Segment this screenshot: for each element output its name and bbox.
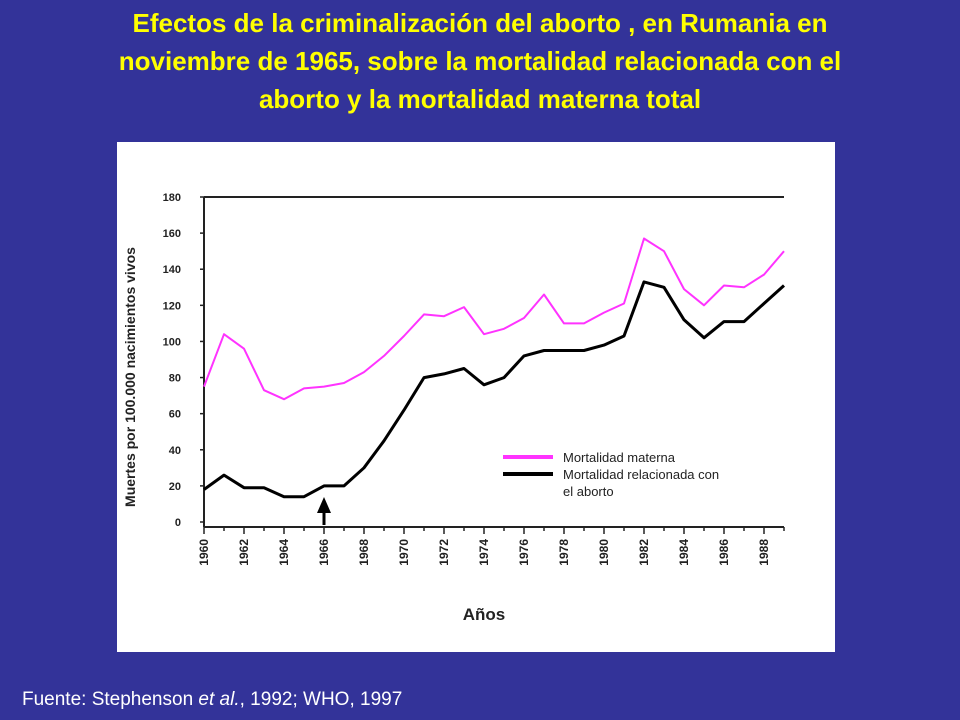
annotation-group xyxy=(317,497,331,525)
source-suffix: , 1992; WHO, 1997 xyxy=(239,689,403,710)
x-tick-label-1986: 1986 xyxy=(717,539,731,566)
legend-label-abortion-line1: Mortalidad relacionada con xyxy=(563,467,719,482)
y-tick-label-80: 80 xyxy=(169,373,181,385)
x-tick-label-1968: 1968 xyxy=(357,539,371,566)
legend: Mortalidad materna Mortalidad relacionada… xyxy=(503,450,719,499)
x-tick-label-1976: 1976 xyxy=(517,539,531,566)
title-line-3: aborto y la mortalidad materna total xyxy=(258,84,702,114)
chart-axes xyxy=(203,196,784,528)
abortion-mortality-line xyxy=(203,280,786,499)
y-tick-label-180: 180 xyxy=(163,192,181,204)
y-tick-label-160: 160 xyxy=(163,228,181,240)
maternal-mortality-line xyxy=(203,237,785,401)
source-citation: Fuente: Stephenson et al., 1992; WHO, 19… xyxy=(22,689,402,711)
x-tick-label-1962: 1962 xyxy=(237,539,251,566)
x-tick-group: 1960 1962 1964 1966 1968 1970 1972 1974 1976 1978… xyxy=(197,527,785,566)
x-tick-label-1972: 1972 xyxy=(437,539,451,566)
x-tick-label-1982: 1982 xyxy=(637,539,651,566)
y-tick-label-60: 60 xyxy=(169,409,181,421)
x-tick-label-1974: 1974 xyxy=(477,539,491,566)
x-tick-label-1988: 1988 xyxy=(757,539,771,566)
x-axis-label: Años xyxy=(463,605,506,624)
y-tick-label-0: 0 xyxy=(175,517,181,529)
x-tick-label-1980: 1980 xyxy=(597,539,611,566)
y-tick-group: 0 20 40 60 80 100 120 140 160 180 xyxy=(163,192,204,529)
x-tick-label-1970: 1970 xyxy=(397,539,411,566)
y-tick-label-20: 20 xyxy=(169,481,181,493)
title-line-1: Efectos de la criminalización del aborto… xyxy=(132,8,828,38)
series-group xyxy=(203,237,786,499)
x-tick-label-1978: 1978 xyxy=(557,539,571,566)
y-tick-label-100: 100 xyxy=(163,336,181,348)
title-line-2: noviembre de 1965, sobre la mortalidad r… xyxy=(118,46,842,76)
x-tick-label-1960: 1960 xyxy=(197,539,211,566)
chart-panel: 0 20 40 60 80 100 120 140 160 180 1960 1962 1964 196… xyxy=(117,142,835,652)
legend-label-abortion: Mortalidad relacionada con el aborto xyxy=(563,467,719,499)
y-tick-label-40: 40 xyxy=(169,445,181,457)
y-axis-label: Muertes por 100.000 nacimientos vivos xyxy=(122,247,138,507)
criminalization-arrow-head xyxy=(317,497,331,513)
slide-title: Efectos de la criminalización del aborto… xyxy=(20,4,940,118)
source-italic: et al. xyxy=(198,689,240,710)
legend-label-maternal: Mortalidad materna xyxy=(563,450,676,465)
x-tick-label-1984: 1984 xyxy=(677,539,691,566)
legend-label-abortion-line2: el aborto xyxy=(563,484,614,499)
x-tick-label-1966: 1966 xyxy=(317,539,331,566)
y-tick-label-140: 140 xyxy=(163,264,181,276)
x-tick-label-1964: 1964 xyxy=(277,539,291,566)
y-tick-label-120: 120 xyxy=(163,300,181,312)
source-prefix: Fuente: Stephenson xyxy=(22,689,199,710)
